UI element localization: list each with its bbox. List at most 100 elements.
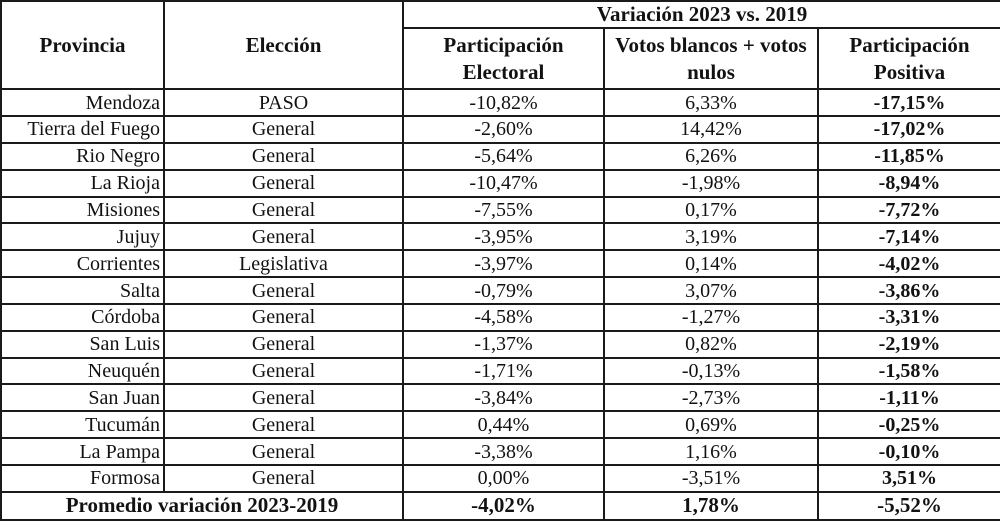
cell-eleccion: General	[163, 276, 404, 305]
cell-participacion-positiva: -8,94%	[816, 168, 1000, 198]
cell-participacion-positiva: -4,02%	[816, 249, 1000, 279]
header-row-sub: Participación Electoral Votos blancos + …	[1, 27, 1000, 91]
cell-votos-blancos-nulos: -1,98%	[603, 168, 819, 198]
cell-participacion-positiva: -17,15%	[816, 88, 1000, 118]
cell-participacion-electoral: 0,00%	[402, 464, 605, 493]
cell-provincia: Rio Negro	[0, 141, 165, 171]
cell-votos-blancos-nulos: 0,17%	[603, 195, 819, 225]
header-group-title: Variación 2023 vs. 2019	[401, 0, 1000, 30]
header-participacion-positiva: Participación Positiva	[816, 27, 1000, 91]
table-row-cordoba: Córdoba General -4,58% -1,27% -3,31%	[0, 302, 1000, 332]
cell-votos-blancos-nulos: 0,82%	[603, 329, 819, 359]
table-row-corrientes: Corrientes Legislativa -3,97% 0,14% -4,0…	[0, 249, 1000, 279]
cell-participacion-positiva: -11,85%	[816, 141, 1000, 171]
cell-participacion-electoral: -4,58%	[402, 302, 605, 332]
cell-participacion-electoral: -3,97%	[402, 249, 605, 279]
cell-participacion-electoral: -3,84%	[402, 383, 605, 413]
cell-provincia: Córdoba	[0, 302, 165, 332]
cell-eleccion: General	[163, 115, 404, 144]
cell-provincia: La Pampa	[0, 437, 165, 466]
cell-eleccion: PASO	[163, 88, 404, 118]
cell-provincia: La Rioja	[0, 168, 165, 198]
table-row-rio-negro: Rio Negro General -5,64% 6,26% -11,85%	[0, 141, 1000, 171]
cell-votos-blancos-nulos: 6,26%	[603, 141, 819, 171]
header-participacion-electoral: Participación Electoral	[402, 27, 605, 91]
footer-participacion-electoral: -4,02%	[402, 490, 605, 521]
cell-participacion-positiva: -7,14%	[816, 222, 1000, 252]
cell-provincia: Corrientes	[0, 249, 165, 279]
cell-participacion-positiva: -0,25%	[816, 410, 1000, 440]
cell-eleccion: General	[163, 356, 404, 386]
cell-eleccion: General	[163, 329, 404, 359]
footer-participacion-positiva: -5,52%	[816, 490, 1000, 521]
cell-votos-blancos-nulos: -3,51%	[603, 464, 819, 493]
cell-participacion-positiva: -3,31%	[816, 302, 1000, 332]
cell-participacion-electoral: -10,47%	[402, 168, 605, 198]
table-row-neuquen: Neuquén General -1,71% -0,13% -1,58%	[0, 356, 1000, 386]
cell-provincia: Mendoza	[0, 88, 165, 118]
cell-votos-blancos-nulos: 6,33%	[603, 88, 819, 118]
cell-provincia: Misiones	[0, 195, 165, 225]
header-votos-blancos-nulos: Votos blancos + votos nulos	[603, 27, 819, 91]
header-eleccion: Elección	[163, 0, 404, 91]
cell-participacion-electoral: -1,37%	[402, 329, 605, 359]
cell-participacion-electoral: -7,55%	[402, 195, 605, 225]
cell-participacion-positiva: -0,10%	[816, 437, 1000, 466]
cell-provincia: Tucumán	[0, 410, 165, 440]
cell-votos-blancos-nulos: 0,14%	[603, 249, 819, 279]
cell-eleccion: General	[163, 437, 404, 466]
cell-participacion-electoral: -10,82%	[402, 88, 605, 118]
cell-participacion-positiva: -17,02%	[816, 115, 1000, 144]
cell-provincia: Tierra del Fuego	[0, 115, 165, 144]
cell-eleccion: General	[163, 168, 404, 198]
cell-provincia: Formosa	[0, 464, 165, 493]
cell-participacion-positiva: 3,51%	[816, 464, 1000, 493]
table-row-formosa: Formosa General 0,00% -3,51% 3,51%	[0, 464, 1000, 493]
cell-votos-blancos-nulos: -2,73%	[603, 383, 819, 413]
cell-provincia: San Juan	[0, 383, 165, 413]
header-provincia: Provincia	[0, 0, 165, 91]
cell-eleccion: General	[163, 195, 404, 225]
cell-votos-blancos-nulos: -0,13%	[603, 356, 819, 386]
cell-eleccion: General	[163, 410, 404, 440]
footer-label: Promedio variación 2023-2019	[0, 490, 404, 521]
cell-participacion-electoral: 0,44%	[402, 410, 605, 440]
table-row-tierra-del-fuego: Tierra del Fuego General -2,60% 14,42% -…	[0, 115, 1000, 144]
table-footer-row-promedio: Promedio variación 2023-2019 -4,02% 1,78…	[0, 490, 1000, 521]
cell-eleccion: General	[163, 222, 404, 252]
cell-provincia: Neuquén	[0, 356, 165, 386]
table-row-salta: Salta General -0,79% 3,07% -3,86%	[0, 276, 1000, 305]
table-row-la-pampa: La Pampa General -3,38% 1,16% -0,10%	[0, 437, 1000, 466]
table-row-la-rioja: La Rioja General -10,47% -1,98% -8,94%	[0, 168, 1000, 198]
table-row-san-juan: San Juan General -3,84% -2,73% -1,11%	[0, 383, 1000, 413]
cell-votos-blancos-nulos: 3,19%	[603, 222, 819, 252]
cell-participacion-positiva: -1,11%	[816, 383, 1000, 413]
cell-participacion-electoral: -2,60%	[402, 115, 605, 144]
table-row-misiones: Misiones General -7,55% 0,17% -7,72%	[0, 195, 1000, 225]
cell-eleccion: General	[163, 141, 404, 171]
cell-participacion-electoral: -5,64%	[402, 141, 605, 171]
cell-eleccion: General	[163, 302, 404, 332]
table-row-tucuman: Tucumán General 0,44% 0,69% -0,25%	[0, 410, 1000, 440]
table-row-san-luis: San Luis General -1,37% 0,82% -2,19%	[0, 329, 1000, 359]
footer-votos-blancos-nulos: 1,78%	[603, 490, 819, 521]
table-row-jujuy: Jujuy General -3,95% 3,19% -7,14%	[0, 222, 1000, 252]
cell-eleccion: General	[163, 383, 404, 413]
cell-participacion-electoral: -3,38%	[402, 437, 605, 466]
cell-participacion-positiva: -1,58%	[816, 356, 1000, 386]
cell-provincia: Jujuy	[0, 222, 165, 252]
cell-participacion-positiva: -3,86%	[816, 276, 1000, 305]
cell-provincia: San Luis	[0, 329, 165, 359]
cell-participacion-positiva: -7,72%	[816, 195, 1000, 225]
cell-eleccion: General	[163, 464, 404, 493]
cell-votos-blancos-nulos: -1,27%	[603, 302, 819, 332]
cell-participacion-electoral: -0,79%	[402, 276, 605, 305]
cell-votos-blancos-nulos: 14,42%	[603, 115, 819, 144]
cell-votos-blancos-nulos: 0,69%	[603, 410, 819, 440]
cell-participacion-electoral: -1,71%	[402, 356, 605, 386]
cell-votos-blancos-nulos: 1,16%	[603, 437, 819, 466]
cell-eleccion: Legislativa	[163, 249, 404, 279]
cell-votos-blancos-nulos: 3,07%	[603, 276, 819, 305]
header-row-group: Provincia Elección Variación 2023 vs. 20…	[0, 0, 1000, 91]
